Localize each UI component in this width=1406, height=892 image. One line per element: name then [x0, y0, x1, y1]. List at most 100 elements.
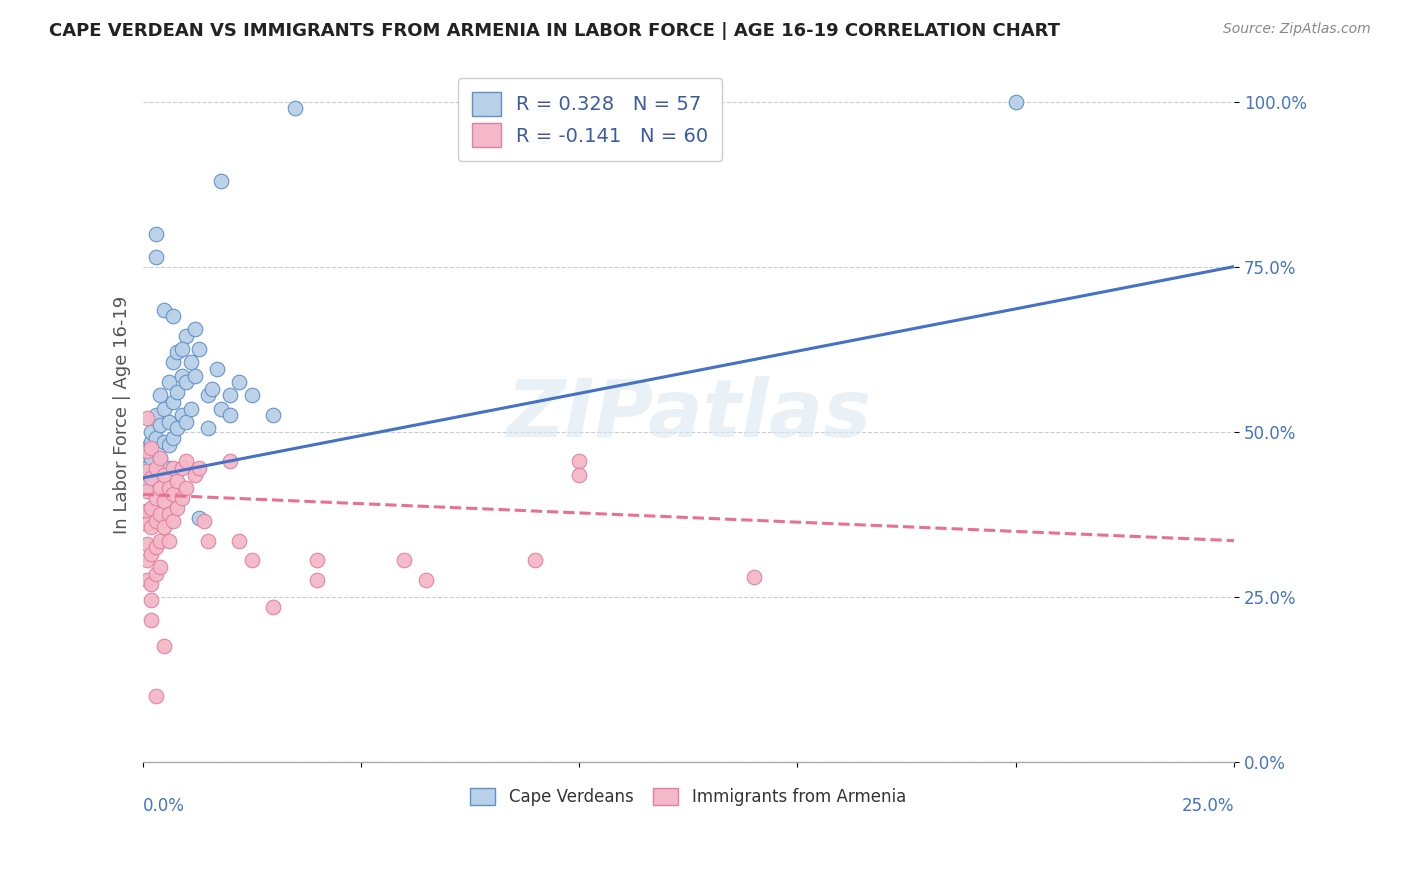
Point: [145, 689, 167, 703]
Point: [157, 507, 180, 521]
Point: [174, 481, 197, 495]
Point: [149, 507, 172, 521]
Point: [145, 491, 167, 505]
Point: [228, 533, 250, 548]
Point: [201, 382, 224, 396]
Point: [145, 227, 167, 241]
Point: [307, 574, 329, 588]
Point: [188, 510, 211, 524]
Point: [174, 375, 197, 389]
Point: [162, 395, 184, 409]
Point: [145, 250, 167, 264]
Point: [166, 345, 188, 359]
Point: [394, 553, 416, 567]
Point: [141, 593, 163, 607]
Point: [141, 451, 163, 466]
Point: [524, 553, 547, 567]
Point: [209, 174, 232, 188]
Point: [174, 454, 197, 468]
Point: [228, 375, 250, 389]
Point: [284, 101, 307, 115]
Point: [174, 329, 197, 343]
Point: [170, 342, 193, 356]
Point: [135, 553, 157, 567]
Text: 25.0%: 25.0%: [1181, 797, 1234, 814]
Point: [170, 368, 193, 383]
Point: [263, 599, 285, 614]
Point: [153, 640, 176, 654]
Point: [240, 388, 263, 402]
Point: [149, 451, 172, 466]
Point: [135, 441, 157, 455]
Point: [135, 464, 157, 478]
Point: [135, 444, 157, 458]
Point: [135, 574, 157, 588]
Point: [145, 408, 167, 422]
Point: [135, 411, 157, 425]
Point: [157, 481, 180, 495]
Point: [560, 101, 582, 115]
Point: [145, 514, 167, 528]
Point: [153, 401, 176, 416]
Point: [263, 408, 285, 422]
Point: [170, 461, 193, 475]
Point: [153, 494, 176, 508]
Point: [141, 500, 163, 515]
Point: [174, 415, 197, 429]
Point: [157, 415, 180, 429]
Point: [145, 464, 167, 478]
Text: ZIPatlas: ZIPatlas: [506, 376, 870, 454]
Point: [218, 408, 240, 422]
Text: CAPE VERDEAN VS IMMIGRANTS FROM ARMENIA IN LABOR FORCE | AGE 16-19 CORRELATION C: CAPE VERDEAN VS IMMIGRANTS FROM ARMENIA …: [49, 22, 1060, 40]
Point: [141, 613, 163, 627]
Point: [149, 533, 172, 548]
Point: [135, 484, 157, 499]
Point: [170, 491, 193, 505]
Point: [170, 408, 193, 422]
Point: [209, 401, 232, 416]
Point: [149, 388, 172, 402]
Point: [184, 322, 207, 336]
Point: [197, 388, 219, 402]
Point: [145, 540, 167, 554]
Point: [184, 368, 207, 383]
Point: [184, 467, 207, 482]
Point: [157, 438, 180, 452]
Point: [141, 471, 163, 485]
Point: [135, 461, 157, 475]
Point: [166, 421, 188, 435]
Point: [141, 467, 163, 482]
Point: [145, 431, 167, 445]
Point: [135, 504, 157, 518]
Point: [153, 467, 176, 482]
Point: [1004, 95, 1026, 109]
Point: [153, 302, 176, 317]
Point: [218, 388, 240, 402]
Point: [141, 547, 163, 561]
Point: [141, 576, 163, 591]
Point: [141, 520, 163, 534]
Text: 0.0%: 0.0%: [142, 797, 184, 814]
Point: [205, 362, 228, 376]
Point: [149, 481, 172, 495]
Point: [166, 500, 188, 515]
Point: [135, 477, 157, 491]
Point: [141, 425, 163, 439]
Point: [568, 454, 591, 468]
Legend: Cape Verdeans, Immigrants from Armenia: Cape Verdeans, Immigrants from Armenia: [464, 780, 912, 813]
Point: [742, 570, 765, 584]
Point: [149, 418, 172, 433]
Point: [166, 385, 188, 400]
Y-axis label: In Labor Force | Age 16-19: In Labor Force | Age 16-19: [114, 296, 131, 534]
Point: [149, 560, 172, 574]
Point: [162, 355, 184, 369]
Point: [218, 454, 240, 468]
Point: [162, 487, 184, 501]
Point: [153, 434, 176, 449]
Point: [197, 421, 219, 435]
Point: [188, 342, 211, 356]
Point: [188, 461, 211, 475]
Point: [193, 514, 215, 528]
Point: [141, 441, 163, 455]
Point: [153, 520, 176, 534]
